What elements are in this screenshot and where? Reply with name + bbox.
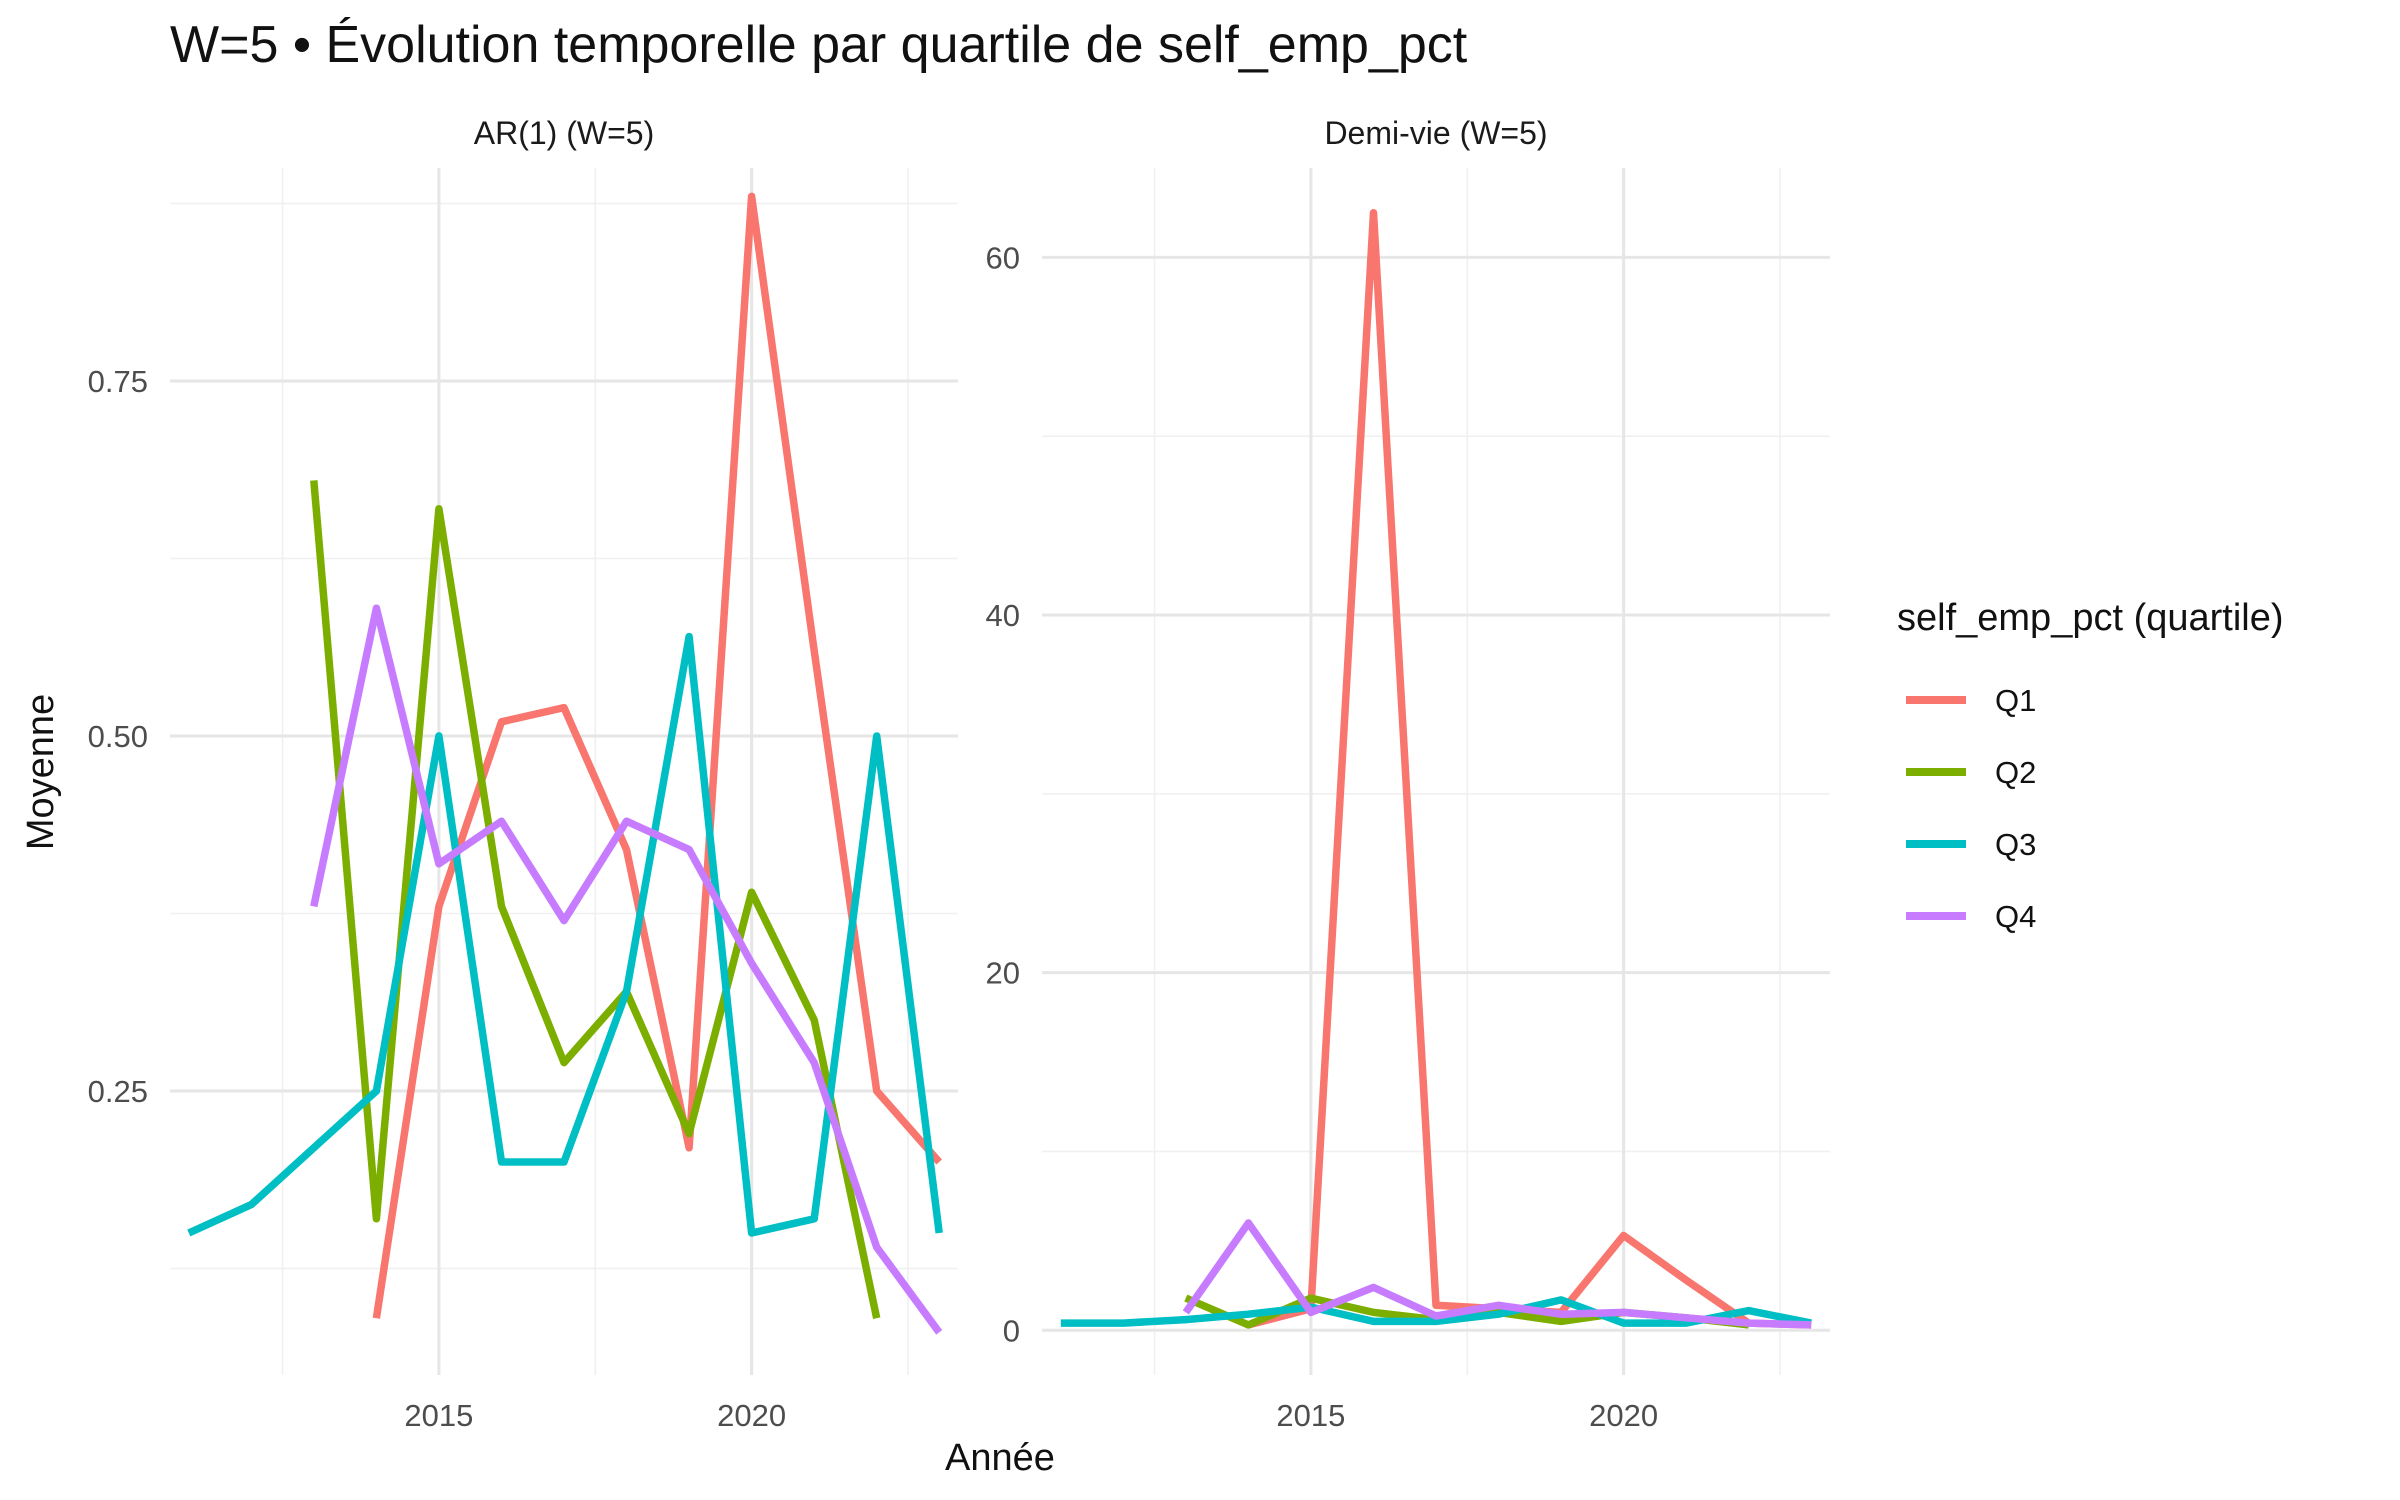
major-grid [170,168,958,1375]
y-tick-label: 0.25 [88,1074,148,1109]
x-tick-labels: 2015 2020 [404,1398,786,1433]
series-line-q4 [1182,1219,1812,1329]
y-axis-title: Moyenne [20,694,62,850]
legend-items: Q1 Q2 Q3 Q4 [1906,683,2036,934]
y-tick-label: 20 [986,956,1020,991]
x-tick-label: 2020 [717,1398,786,1433]
legend-label-q3: Q3 [1995,827,2036,862]
y-tick-labels: 0 20 40 60 [986,240,1020,1348]
series-lines [187,192,943,1335]
panel-demi-vie: Demi-vie (W=5) 0 20 40 60 2015 2020 [986,115,1830,1433]
series-line-q1 [1247,208,1812,1329]
legend-label-q4: Q4 [1995,899,2036,934]
series-line-q1 [372,192,943,1319]
y-tick-label: 0.75 [88,364,148,399]
y-tick-label: 60 [986,240,1020,275]
x-tick-label: 2015 [404,1398,473,1433]
minor-grid [170,168,958,1375]
series-lines [1060,208,1812,1329]
y-tick-label: 0.50 [88,719,148,754]
series-line-q2 [310,480,881,1319]
series-line-q3 [187,632,943,1237]
y-tick-label: 0 [1003,1313,1020,1348]
x-axis-title: Année [945,1437,1055,1479]
x-tick-label: 2015 [1276,1398,1345,1433]
panel-strip-label: AR(1) (W=5) [474,115,654,151]
legend-title: self_emp_pct (quartile) [1897,597,2284,639]
panel-strip-label: Demi-vie (W=5) [1324,115,1547,151]
panel-ar1: AR(1) (W=5) 0.25 0.50 0.75 2015 2020 [88,115,958,1433]
legend-label-q1: Q1 [1995,683,2036,718]
x-tick-label: 2020 [1589,1398,1658,1433]
series-line-q4 [310,604,943,1335]
x-tick-labels: 2015 2020 [1276,1398,1658,1433]
legend-label-q2: Q2 [1995,755,2036,790]
legend: self_emp_pct (quartile) Q1 Q2 Q3 Q4 [1897,597,2284,934]
minor-grid [1042,168,1830,1375]
y-tick-label: 40 [986,598,1020,633]
y-tick-labels: 0.25 0.50 0.75 [88,364,148,1109]
series-line-q3 [1060,1296,1812,1327]
major-grid [1042,168,1830,1375]
chart-title: W=5 • Évolution temporelle par quartile … [170,16,1468,74]
